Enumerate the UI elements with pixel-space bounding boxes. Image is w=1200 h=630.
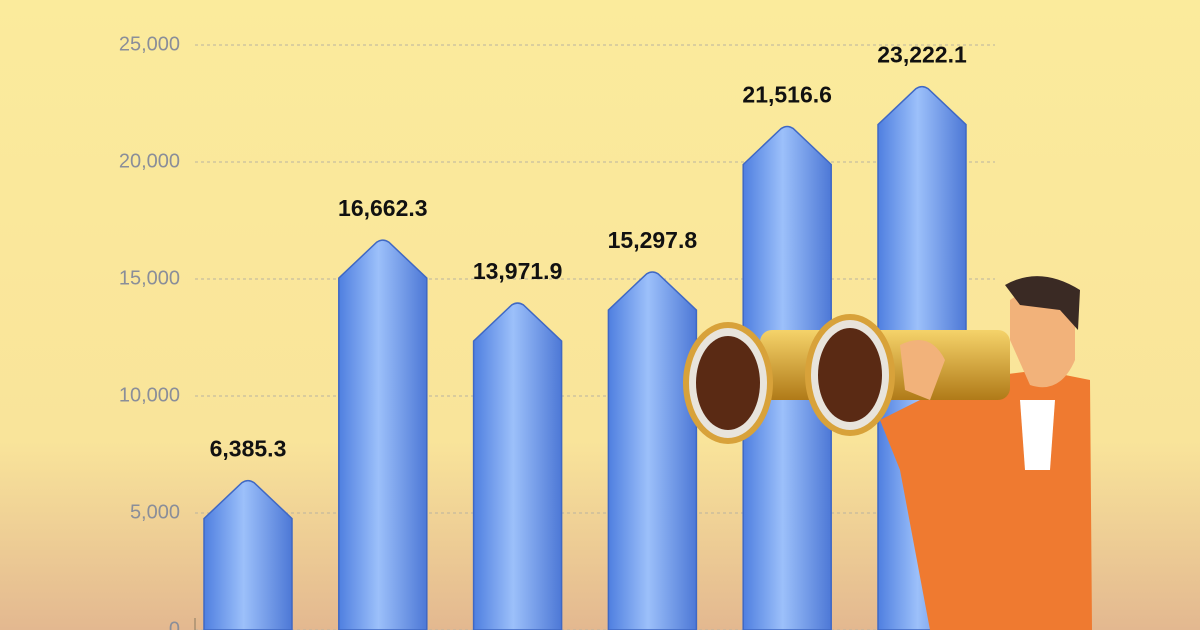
- bar: [607, 271, 698, 630]
- value-label: 13,971.9: [473, 258, 563, 284]
- y-tick-label: 20,000: [119, 150, 180, 172]
- y-tick-label: 5,000: [130, 501, 180, 523]
- person-hand: [900, 340, 945, 400]
- binocular-glass: [818, 328, 882, 422]
- person-shirt: [1020, 400, 1055, 470]
- binocular-glass: [696, 336, 760, 430]
- y-tick-label: 15,000: [119, 267, 180, 289]
- person-face: [1010, 290, 1075, 388]
- value-label: 6,385.3: [210, 436, 287, 462]
- value-label: 16,662.3: [338, 195, 428, 221]
- bar: [203, 479, 293, 630]
- value-label: 15,297.8: [608, 227, 698, 253]
- y-tick-label: 0: [169, 618, 180, 630]
- person-hair: [1005, 276, 1080, 330]
- y-tick-label: 25,000: [119, 33, 180, 55]
- bar: [472, 302, 563, 630]
- value-label: 23,222.1: [877, 42, 967, 68]
- value-label: 21,516.6: [742, 82, 832, 108]
- y-tick-label: 10,000: [119, 384, 180, 406]
- bar: [338, 239, 428, 630]
- illustration: [683, 276, 1092, 630]
